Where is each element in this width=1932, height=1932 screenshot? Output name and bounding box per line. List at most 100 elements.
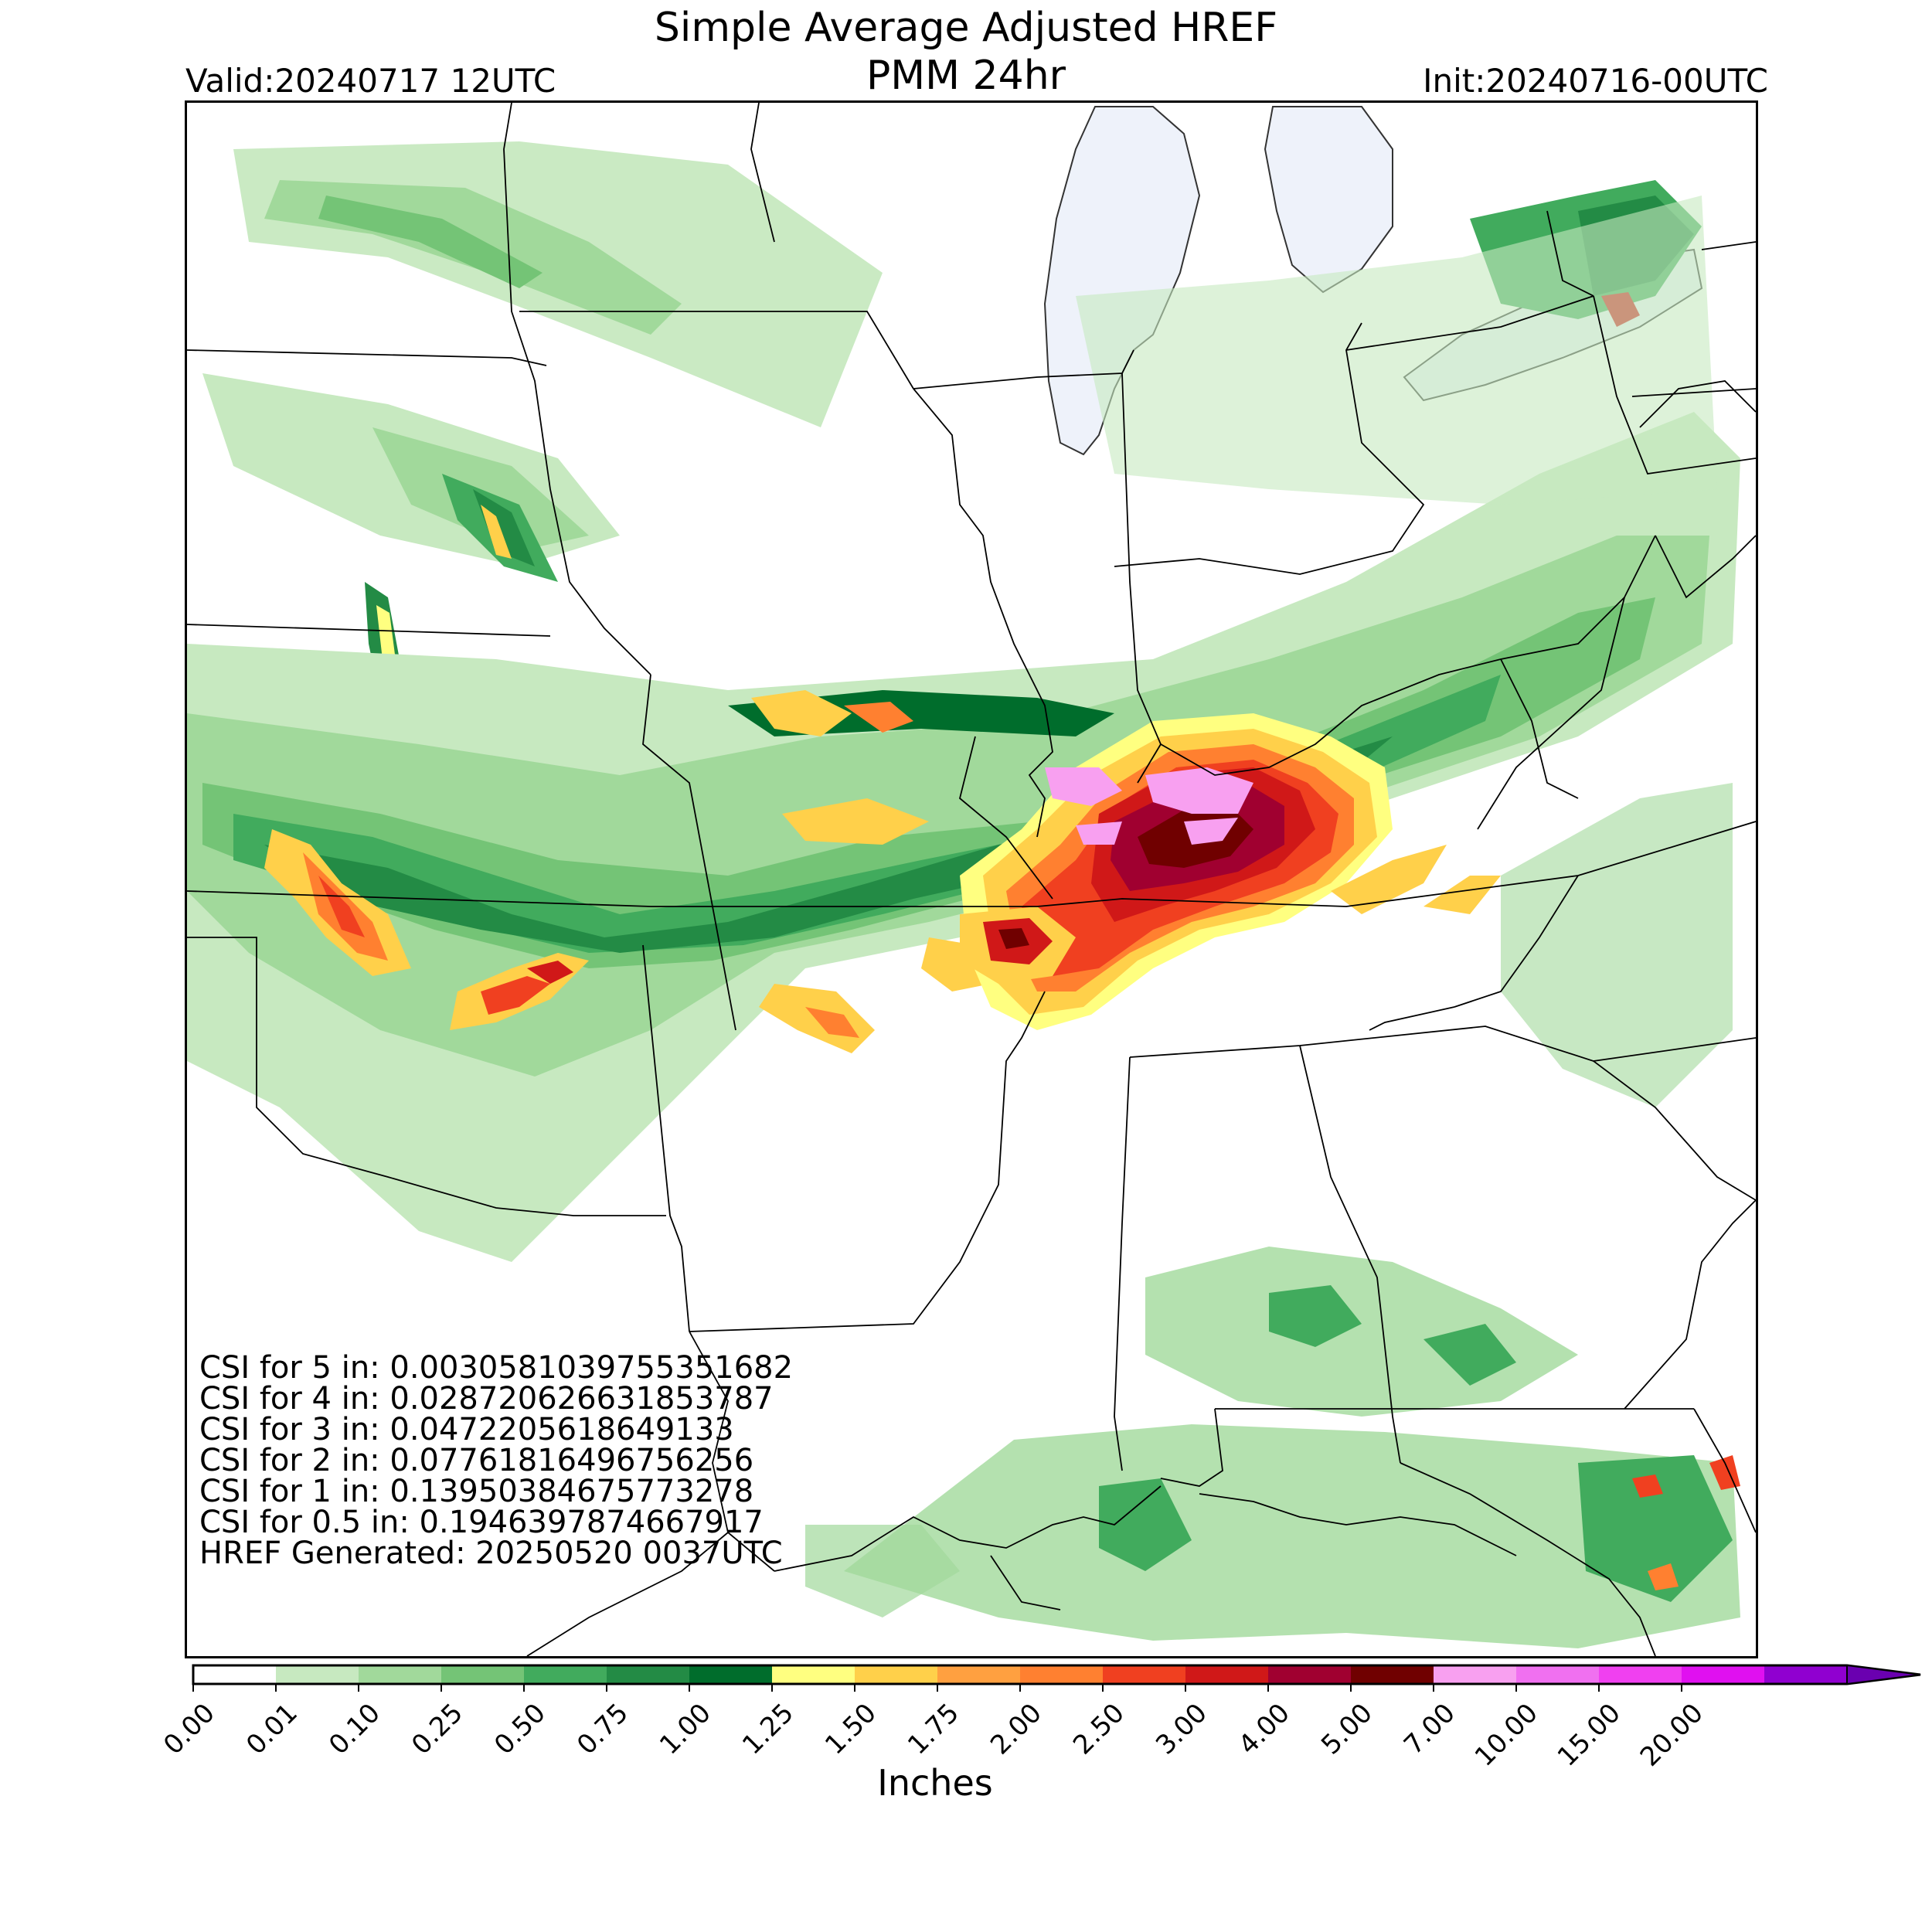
colorbar-bin [689, 1665, 772, 1684]
boundary-line [990, 1555, 1061, 1611]
colorbar-bin [359, 1665, 441, 1684]
colorbar-bin [276, 1665, 359, 1684]
precip-map [187, 103, 1756, 1656]
boundary-line [1693, 1408, 1756, 1533]
colorbar-tick-label: 20.00 [1634, 1698, 1709, 1770]
precip-heavy-area [998, 928, 1029, 949]
colorbar-bin [1020, 1665, 1103, 1684]
precip-extreme-area [1145, 767, 1253, 814]
boundary-line [913, 388, 1053, 838]
boundary-line [1624, 1199, 1756, 1410]
colorbar-bin [524, 1665, 607, 1684]
boundary-line [1655, 535, 1756, 599]
boundary-line [689, 1331, 775, 1572]
colorbar-bin [1351, 1665, 1434, 1684]
csi-stat-line: CSI for 5 in: 0.0030581039755351682 [199, 1350, 794, 1386]
precip-heavy-area [1648, 1563, 1679, 1590]
boundary-line [913, 349, 1134, 389]
colorbar-ticks: 0.00 0.01 0.10 0.25 0.50 0.75 1.00 1.25 1.50 1.75… [158, 1684, 1709, 1770]
boundary-line [958, 736, 1053, 900]
csi-stats-block: CSI for 5 in: 0.0030581039755351682 CSI … [199, 1352, 793, 1569]
boundary-line [1477, 597, 1625, 830]
colorbar-bin [1516, 1665, 1599, 1684]
boundary-line [1454, 875, 1579, 1008]
boundary-line [1114, 322, 1425, 575]
precip-moderate-area [264, 736, 1393, 953]
colorbar-tick-label: 1.75 [902, 1698, 965, 1761]
csi-stat-line: CSI for 0.5 in: 0.1946397874667917 [199, 1505, 764, 1540]
boundary-line [1345, 295, 1594, 351]
boundary-line [1631, 388, 1756, 397]
boundary-line [1701, 241, 1756, 250]
colorbar-label: Inches [877, 1762, 993, 1804]
boundary-line [1121, 372, 1162, 784]
precip-extreme-area [1045, 767, 1122, 806]
precip-moderate-area [1423, 1324, 1516, 1386]
colorbar-bin [441, 1665, 524, 1684]
colorbar-tick-label: 7.00 [1398, 1698, 1461, 1761]
colorbar-bin [772, 1665, 855, 1684]
precip-light-area [1145, 1247, 1578, 1417]
boundary-line [503, 103, 651, 675]
boundary-line [689, 991, 1046, 1332]
state-boundaries [187, 103, 1756, 1656]
colorbar-tick-label: 1.50 [819, 1698, 883, 1761]
colorbar-tick-label: 2.50 [1067, 1698, 1131, 1761]
precip-heavy-area [844, 702, 913, 733]
valid-time-label: Valid:20240717 12UTC [185, 62, 556, 100]
boundary-line [519, 311, 914, 389]
href-generated-line: HREF Generated: 20250520 0037UTC [199, 1536, 783, 1571]
boundary-line [1160, 535, 1656, 776]
precip-light-area [1076, 196, 1717, 505]
boundary-line [1114, 1056, 1131, 1471]
precip-light-area [202, 597, 1655, 968]
precip-heavy-area [751, 690, 852, 736]
colorbar-tick-label: 0.25 [406, 1698, 469, 1761]
precip-light-area [844, 1424, 1740, 1648]
boundary-line [187, 937, 666, 1216]
boundary-line [1199, 1493, 1517, 1556]
precip-heavy-area [481, 505, 512, 559]
boundary-line [642, 944, 690, 1332]
colorbar-tick-label: 15.00 [1552, 1698, 1627, 1770]
colorbar-bin [1599, 1665, 1682, 1684]
colorbar-bins [192, 1664, 1921, 1685]
boundary-line [1160, 1408, 1223, 1487]
boundary-line [1400, 1462, 1656, 1656]
colorbar-bin [607, 1665, 689, 1684]
colorbar-bin [193, 1665, 276, 1684]
boundary-line [774, 1485, 1162, 1572]
lake-huron [1264, 106, 1393, 294]
colorbar-tick-label: 0.10 [323, 1698, 386, 1761]
precip-field [187, 141, 1740, 1648]
precip-heavy-area [1423, 876, 1501, 914]
colorbar-tick-label: 2.00 [985, 1698, 1048, 1761]
boundary-line [1299, 1045, 1401, 1464]
boundary-line [1593, 295, 1756, 474]
colorbar-tick-label: 3.00 [1150, 1698, 1213, 1761]
precip-extreme-area [1184, 818, 1238, 845]
colorbar-bin [1764, 1665, 1847, 1684]
precip-heavy-area [805, 1007, 859, 1038]
boundary-line [1593, 1037, 1756, 1062]
colorbar-bin [855, 1665, 937, 1684]
precip-light-area [187, 536, 1709, 1077]
csi-stat-line: CSI for 4 in: 0.028720626631853787 [199, 1381, 774, 1417]
precip-extreme-area [1076, 821, 1122, 845]
csi-stat-line: CSI for 1 in: 0.13950384675773278 [199, 1474, 754, 1509]
colorbar-tick-label: 10.00 [1469, 1698, 1544, 1770]
precip-heavy-area [318, 876, 365, 937]
colorbar-tick-label: 0.01 [240, 1698, 304, 1761]
precip-moderate-area [1269, 1285, 1362, 1347]
colorbar-bin [1185, 1665, 1268, 1684]
boundary-line [187, 624, 551, 637]
colorbar: 0.00 0.01 0.10 0.25 0.50 0.75 1.00 1.25 1.50 1.75… [158, 1664, 1921, 1770]
boundary-line [750, 103, 775, 243]
csi-stat-line: CSI for 3 in: 0.0472205618649133 [199, 1412, 734, 1447]
precip-heavy-area [1632, 1475, 1663, 1498]
precip-light-area [1501, 783, 1733, 1107]
chart-title-line1: Simple Average Adjusted HREF [654, 5, 1278, 51]
precip-light-area [318, 196, 543, 288]
precip-moderate-area [1578, 1455, 1733, 1602]
colorbar-tick-label: 0.00 [158, 1698, 221, 1761]
